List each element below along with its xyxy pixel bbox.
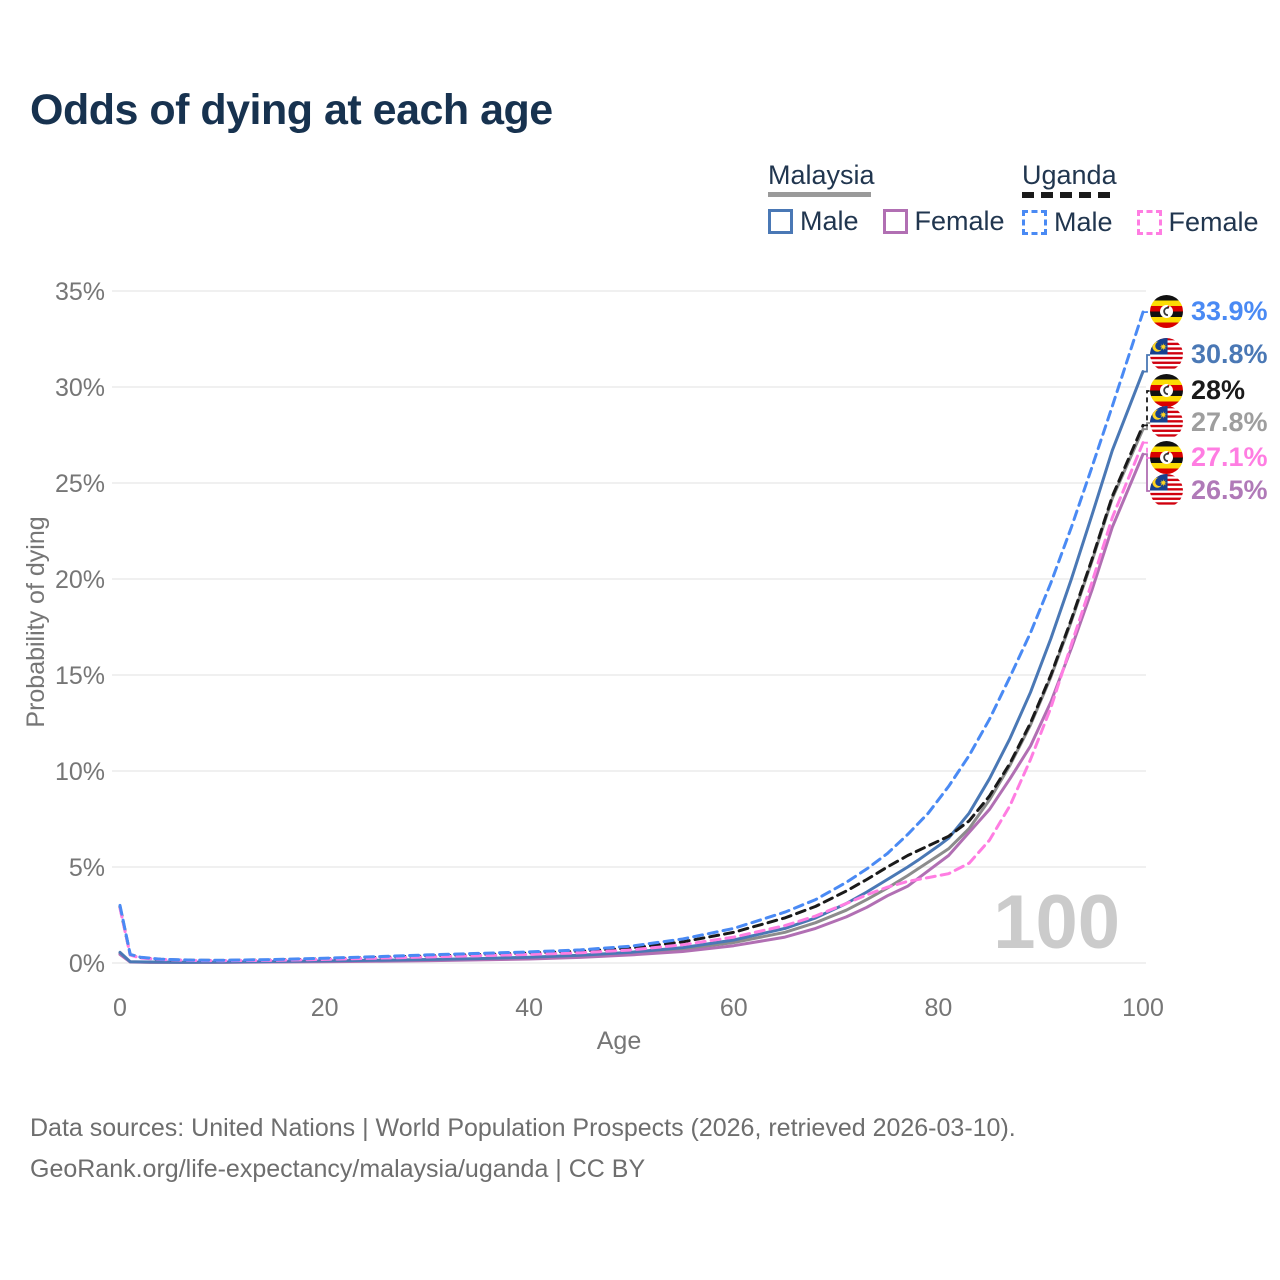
y-tick-label: 10% xyxy=(55,758,105,786)
footer: Data sources: United Nations | World Pop… xyxy=(30,1108,1016,1190)
end-label-uganda-female: 27.1% xyxy=(1150,441,1268,474)
end-label-value: 28% xyxy=(1191,375,1246,405)
series-line-malaysia-female[interactable] xyxy=(118,452,1145,964)
y-tick-label: 35% xyxy=(55,278,105,306)
end-label-value: 27.1% xyxy=(1191,442,1268,472)
legend-title-malaysia: Malaysia xyxy=(768,160,875,190)
uganda-flag-icon xyxy=(1150,295,1183,328)
legend-group-malaysia: Malaysia Male Female xyxy=(768,161,1005,237)
end-label-value: 27.8% xyxy=(1191,407,1268,437)
legend-item-malaysia-male[interactable]: Male xyxy=(768,206,859,237)
x-axis-title: Age xyxy=(597,1027,641,1055)
y-tick-label: 20% xyxy=(55,566,105,594)
legend-item-uganda-male[interactable]: Male xyxy=(1022,207,1113,238)
label-connector-malaysia-female xyxy=(1143,453,1153,492)
legend-item-malaysia-female[interactable]: Female xyxy=(882,206,1005,237)
end-label-malaysia-female: 26.5% xyxy=(1150,474,1268,507)
x-tick-label: 60 xyxy=(720,994,748,1022)
legend-label: Male xyxy=(1054,207,1113,237)
series-line-malaysia-both[interactable] xyxy=(118,427,1145,964)
uganda-line-sample xyxy=(1022,192,1110,198)
x-tick-label: 0 xyxy=(113,994,127,1022)
y-tick-label: 25% xyxy=(55,470,105,498)
legend-item-uganda-female[interactable]: Female xyxy=(1136,207,1259,238)
end-label-value: 30.8% xyxy=(1191,339,1268,369)
x-tick-label: 100 xyxy=(1122,994,1164,1022)
x-tick-label: 20 xyxy=(311,994,339,1022)
y-tick-label: 0% xyxy=(69,950,105,978)
page-title: Odds of dying at each age xyxy=(30,86,553,134)
age-counter-watermark: 100 xyxy=(993,880,1120,965)
y-tick-label: 30% xyxy=(55,374,105,402)
malaysia-flag-icon xyxy=(1150,338,1183,371)
label-connector-uganda-both xyxy=(1143,390,1153,427)
end-label-malaysia-male: 30.8% xyxy=(1150,338,1268,371)
y-axis-title: Probability of dying xyxy=(22,516,50,727)
malaysia-male-swatch-icon xyxy=(768,209,793,234)
footer-sources: Data sources: United Nations | World Pop… xyxy=(30,1114,1016,1142)
end-label-uganda-both: 28% xyxy=(1150,374,1245,407)
end-label-value: 26.5% xyxy=(1191,475,1268,505)
x-tick-label: 40 xyxy=(515,994,543,1022)
end-label-value: 33.9% xyxy=(1191,296,1268,326)
malaysia-female-swatch-icon xyxy=(882,209,908,234)
malaysia-flag-icon xyxy=(1150,474,1183,507)
series-line-uganda-male[interactable] xyxy=(118,310,1145,962)
legend-label: Female xyxy=(1168,207,1259,237)
legend-title-uganda: Uganda xyxy=(1022,160,1117,190)
uganda-flag-icon xyxy=(1150,441,1183,474)
legend-group-uganda: Uganda Male Female xyxy=(1022,161,1259,238)
legend-label: Male xyxy=(800,206,859,236)
series-line-malaysia-male[interactable] xyxy=(118,370,1145,964)
malaysia-line-sample xyxy=(768,192,871,197)
malaysia-flag-icon xyxy=(1150,406,1183,439)
series-line-uganda-both[interactable] xyxy=(118,423,1145,962)
label-connector-malaysia-male xyxy=(1143,354,1153,373)
y-tick-label: 15% xyxy=(55,662,105,690)
end-label-uganda-male: 33.9% xyxy=(1150,295,1268,328)
label-connector-uganda-female xyxy=(1143,441,1153,459)
uganda-female-swatch-icon xyxy=(1136,210,1162,235)
series-line-uganda-female[interactable] xyxy=(118,441,1145,963)
end-label-malaysia-both: 27.8% xyxy=(1150,406,1268,439)
legend-label: Female xyxy=(914,206,1005,236)
y-tick-label: 5% xyxy=(69,854,105,882)
footer-attribution: GeoRank.org/life-expectancy/malaysia/uga… xyxy=(30,1155,646,1183)
uganda-male-swatch-icon xyxy=(1022,210,1047,235)
x-tick-label: 80 xyxy=(924,994,952,1022)
uganda-flag-icon xyxy=(1150,374,1183,407)
